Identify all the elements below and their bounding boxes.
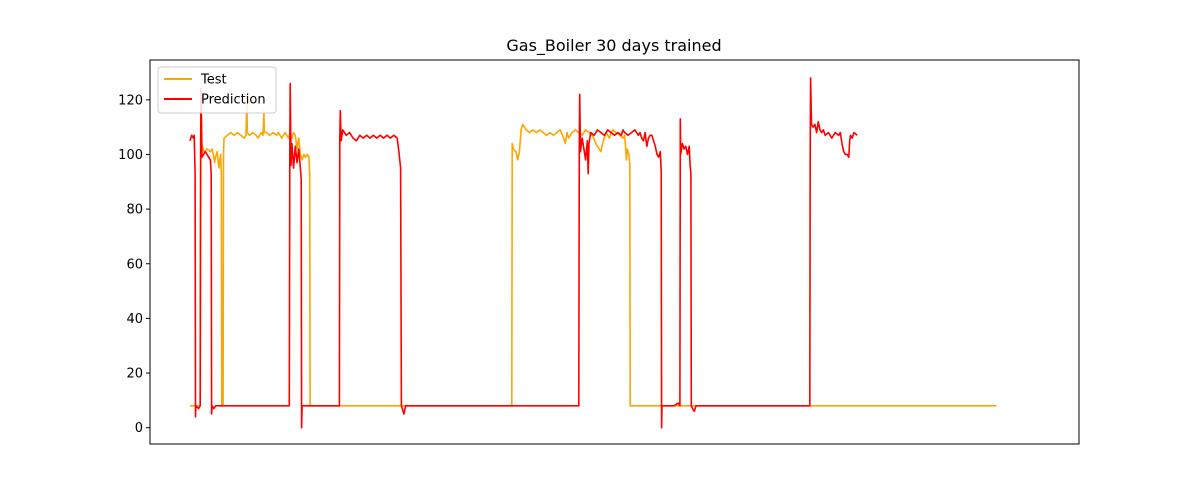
legend-label-prediction: Prediction: [201, 93, 266, 108]
y-tick-label-40: 40: [126, 312, 143, 327]
y-axis: 0 20 40 60 80 100 120: [118, 93, 150, 436]
y-tick-label-20: 20: [126, 367, 143, 382]
chart-title: Gas_Boiler 30 days trained: [506, 36, 721, 56]
plot-frame: [149, 59, 1080, 445]
y-tick-label-80: 80: [126, 203, 143, 218]
y-tick-label-120: 120: [118, 93, 143, 108]
series-line-test: [190, 90, 997, 407]
y-tick-label-0: 0: [135, 421, 143, 436]
y-tick-label-100: 100: [118, 148, 143, 163]
plot-area: [189, 77, 997, 429]
series-line-prediction: [189, 77, 858, 429]
y-tick-label-60: 60: [126, 257, 143, 272]
legend: Test Prediction: [157, 66, 277, 114]
legend-label-test: Test: [200, 73, 227, 88]
